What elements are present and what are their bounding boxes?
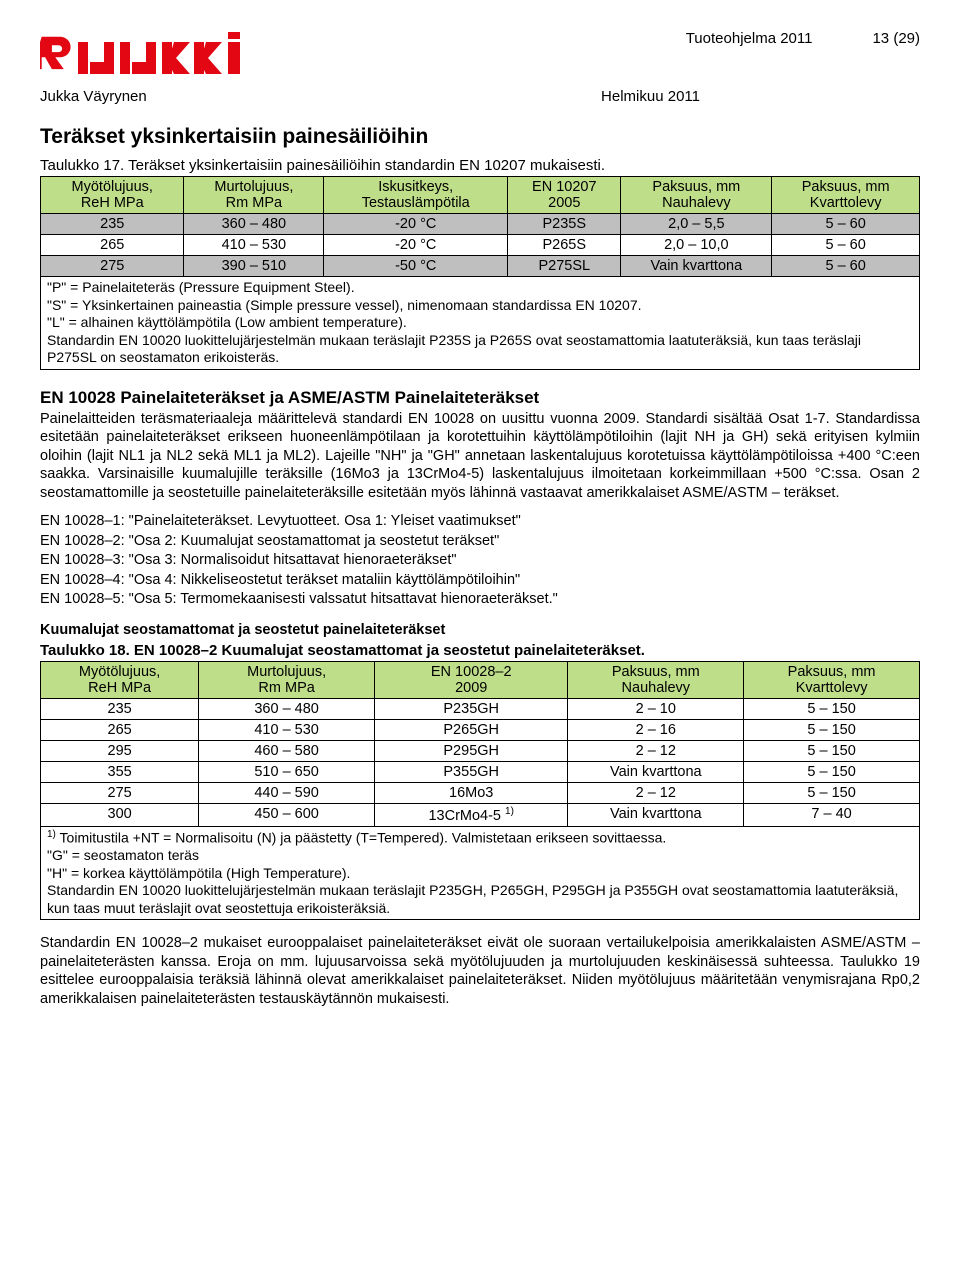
table-cell: 265 [41,235,184,256]
table-cell: 300 [41,804,199,827]
table-cell: 235 [41,699,199,720]
table-cell: P265GH [375,720,568,741]
table-cell: 440 – 590 [199,783,375,804]
table-cell: -50 °C [324,256,508,277]
table-row: 265410 – 530-20 °CP265S2,0 – 10,05 – 60 [41,235,920,256]
section1-title: Teräkset yksinkertaisiin painesäiliöihin [40,125,920,149]
table-row: 295460 – 580P295GH2 – 125 – 150 [41,741,920,762]
table-cell: 235 [41,214,184,235]
table-row: 355510 – 650P355GHVain kvarttona5 – 150 [41,762,920,783]
table-cell: Vain kvarttona [568,804,744,827]
table-row: 235360 – 480P235GH2 – 105 – 150 [41,699,920,720]
program-title: Tuoteohjelma 2011 [686,30,813,47]
table-cell: 5 – 150 [744,741,920,762]
table-cell: 295 [41,741,199,762]
table-cell: 5 – 60 [772,214,920,235]
table-row: 300450 – 60013CrMo4-5 1)Vain kvarttona7 … [41,804,920,827]
table-cell: 5 – 150 [744,783,920,804]
table1-header: Myötölujuus,ReH MPa Murtolujuus,Rm MPa I… [41,177,920,214]
section2-title: EN 10028 Painelaiteteräkset ja ASME/ASTM… [40,388,920,408]
table-cell: 2 – 10 [568,699,744,720]
table-cell: 355 [41,762,199,783]
program-line: Tuoteohjelma 2011 13 (29) [686,30,920,47]
section3-subtitle: Kuumalujat seostamattomat ja seostetut p… [40,622,920,638]
table-cell: 360 – 480 [199,699,375,720]
table-cell: Vain kvarttona [621,256,772,277]
standards-list: EN 10028–1: "Painelaiteteräkset. Levytuo… [40,512,920,610]
table1-notes: "P" = Painelaiteteräs (Pressure Equipmen… [41,277,920,370]
table-cell: 13CrMo4-5 1) [375,804,568,827]
table-cell: 2 – 16 [568,720,744,741]
table-cell: P275SL [508,256,621,277]
t2h5: Paksuus, mmKvarttolevy [744,662,920,699]
table-cell: 410 – 530 [184,235,324,256]
table-cell: 16Mo3 [375,783,568,804]
table-cell: 460 – 580 [199,741,375,762]
standard-line: EN 10028–2: "Osa 2: Kuumalujat seostamat… [40,532,920,552]
section2-para: Painelaitteiden teräsmateriaaleja määrit… [40,410,920,503]
table-cell: 265 [41,720,199,741]
table-cell: 5 – 150 [744,762,920,783]
doc-month: Helmikuu 2011 [601,88,700,105]
t1h5: Paksuus, mmNauhalevy [621,177,772,214]
table-cell: -20 °C [324,214,508,235]
table-cell: 2,0 – 5,5 [621,214,772,235]
table1: Myötölujuus,ReH MPa Murtolujuus,Rm MPa I… [40,176,920,370]
table-cell: 5 – 60 [772,256,920,277]
standard-line: EN 10028–1: "Painelaiteteräkset. Levytuo… [40,512,920,532]
table1-caption: Taulukko 17. Teräkset yksinkertaisiin pa… [40,157,920,174]
table-cell: P295GH [375,741,568,762]
table2-caption: Taulukko 18. EN 10028–2 Kuumalujat seost… [40,642,920,659]
table-cell: 7 – 40 [744,804,920,827]
table-cell: 450 – 600 [199,804,375,827]
standard-line: EN 10028–3: "Osa 3: Normalisoidut hitsat… [40,551,920,571]
t1h1: Myötölujuus,ReH MPa [41,177,184,214]
standard-line: EN 10028–5: "Osa 5: Termomekaanisesti va… [40,590,920,610]
table-cell: -20 °C [324,235,508,256]
table2: Myötölujuus,ReH MPa Murtolujuus,Rm MPa E… [40,661,920,920]
table2-header: Myötölujuus,ReH MPa Murtolujuus,Rm MPa E… [41,662,920,699]
table-row: 235360 – 480-20 °CP235S2,0 – 5,55 – 60 [41,214,920,235]
standard-line: EN 10028–4: "Osa 4: Nikkeliseostetut ter… [40,571,920,591]
table-row: 275440 – 59016Mo32 – 125 – 150 [41,783,920,804]
table-cell: P265S [508,235,621,256]
table-cell: 390 – 510 [184,256,324,277]
table-cell: 275 [41,256,184,277]
t1h4: EN 102072005 [508,177,621,214]
table-cell: P235GH [375,699,568,720]
table-cell: 2 – 12 [568,783,744,804]
page-number: 13 (29) [872,30,920,47]
t2h2: Murtolujuus,Rm MPa [199,662,375,699]
table-cell: 510 – 650 [199,762,375,783]
table-cell: 410 – 530 [199,720,375,741]
t2h4: Paksuus, mmNauhalevy [568,662,744,699]
t1h3: Iskusitkeys,Testauslämpötila [324,177,508,214]
table-cell: 5 – 150 [744,720,920,741]
table-cell: 5 – 150 [744,699,920,720]
table-cell: 360 – 480 [184,214,324,235]
table-cell: 5 – 60 [772,235,920,256]
page-header: Tuoteohjelma 2011 13 (29) [40,30,920,82]
table2-notes: 1) Toimitustila +NT = Normalisoitu (N) j… [41,826,920,919]
table-cell: 2 – 12 [568,741,744,762]
trailing-para: Standardin EN 10028–2 mukaiset eurooppal… [40,934,920,1008]
t2h1: Myötölujuus,ReH MPa [41,662,199,699]
table-cell: P355GH [375,762,568,783]
author-name: Jukka Väyrynen [40,88,147,105]
table-row: 275390 – 510-50 °CP275SLVain kvarttona5 … [41,256,920,277]
table-cell: 275 [41,783,199,804]
t1h6: Paksuus, mmKvarttolevy [772,177,920,214]
table-cell: 2,0 – 10,0 [621,235,772,256]
table-cell: P235S [508,214,621,235]
t1h2: Murtolujuus,Rm MPa [184,177,324,214]
logo [40,30,260,82]
table-cell: Vain kvarttona [568,762,744,783]
table-row: 265410 – 530P265GH2 – 165 – 150 [41,720,920,741]
author-row: Jukka Väyrynen Helmikuu 2011 [40,88,920,105]
t2h3: EN 10028–22009 [375,662,568,699]
